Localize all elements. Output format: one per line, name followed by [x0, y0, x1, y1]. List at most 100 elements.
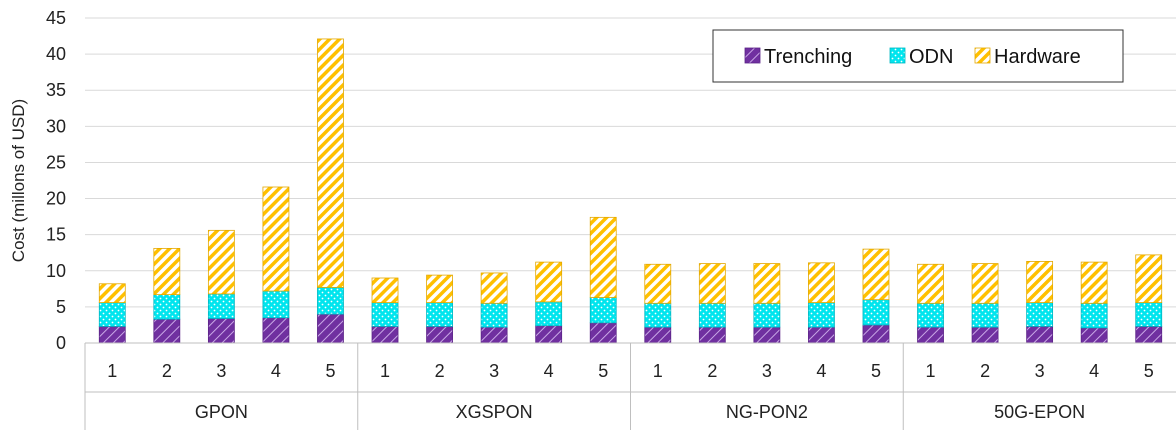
bar-segment-trenching — [1135, 325, 1163, 344]
bar-segment-hardware — [426, 274, 453, 303]
x-tick-label: 1 — [653, 361, 663, 381]
x-tick-label: 1 — [107, 361, 117, 381]
y-tick-label: 25 — [46, 152, 66, 172]
bar-segment-hardware — [644, 263, 672, 304]
x-tick-label: 1 — [380, 361, 390, 381]
bar-segment-odn — [644, 302, 672, 328]
legend-swatch-hardware — [974, 47, 991, 64]
x-tick-label: 5 — [598, 361, 608, 381]
x-axis: 1 2 3 4 5 GPON 1 2 3 4 5 XGSPON 1 2 3 4 5 NG-PON2 1 2 3 4 5 50G… — [84, 342, 1176, 430]
bar-segment-odn — [862, 299, 890, 326]
group-label: XGSPON — [456, 402, 533, 422]
bar-segment-trenching — [698, 326, 726, 344]
x-tick-label: 4 — [271, 361, 281, 381]
y-axis-ticks: 0 5 10 15 20 25 30 35 40 45 — [46, 8, 66, 353]
bar-segment-trenching — [589, 322, 617, 344]
y-tick-label: 35 — [46, 80, 66, 100]
bar-segment-odn — [1026, 302, 1054, 327]
bar-segment-odn — [589, 297, 617, 324]
bar-segment-odn — [698, 302, 726, 328]
x-tick-label: 5 — [1144, 361, 1154, 381]
y-tick-label: 45 — [46, 8, 66, 28]
y-tick-label: 5 — [56, 297, 66, 317]
bar-segment-trenching — [262, 317, 290, 344]
x-tick-label: 2 — [435, 361, 445, 381]
bar-segment-trenching — [971, 326, 999, 344]
bar-segment-trenching — [535, 325, 563, 344]
y-tick-label: 15 — [46, 225, 66, 245]
x-tick-label: 5 — [325, 361, 335, 381]
bar-segment-hardware — [589, 216, 617, 298]
bar-segment-odn — [207, 293, 235, 319]
y-tick-label: 0 — [56, 333, 66, 353]
bar-segment-odn — [917, 302, 944, 328]
group-label: GPON — [195, 402, 248, 422]
bars — [98, 38, 1163, 344]
bar-segment-hardware — [371, 277, 399, 303]
legend-box — [712, 29, 1124, 83]
bar-segment-odn — [262, 290, 290, 319]
bar-segment-hardware — [698, 263, 726, 304]
bar-segment-hardware — [1135, 254, 1163, 303]
y-tick-label: 30 — [46, 116, 66, 136]
group-label: NG-PON2 — [726, 402, 808, 422]
x-tick-label: 4 — [544, 361, 554, 381]
x-tick-label: 1 — [926, 361, 936, 381]
bar-segment-hardware — [480, 272, 508, 304]
group-label: 50G-EPON — [994, 402, 1085, 422]
bar-segment-trenching — [808, 326, 835, 344]
bar-segment-trenching — [317, 313, 344, 344]
x-tick-label: 4 — [1089, 361, 1099, 381]
bar-segment-hardware — [808, 262, 835, 303]
x-tick-label: 3 — [216, 361, 226, 381]
legend-label-hardware: Hardware — [994, 46, 1081, 68]
y-tick-label: 40 — [46, 44, 66, 64]
bar-segment-trenching — [98, 325, 126, 344]
bar-segment-trenching — [1080, 327, 1108, 344]
bar-segment-hardware — [153, 247, 181, 296]
y-tick-label: 10 — [46, 261, 66, 281]
bar-segment-odn — [426, 302, 453, 327]
bar-segment-hardware — [207, 229, 235, 295]
y-axis-title: Cost (millons of USD) — [9, 99, 28, 262]
bar-segment-hardware — [262, 186, 290, 292]
bar-segment-trenching — [426, 325, 453, 344]
bar-segment-trenching — [753, 326, 781, 344]
bar-segment-odn — [753, 302, 781, 328]
bar-segment-trenching — [480, 326, 508, 344]
x-tick-label: 4 — [816, 361, 826, 381]
legend-label-trenching: Trenching — [764, 46, 852, 68]
bar-segment-hardware — [971, 263, 999, 304]
legend-swatch-trenching — [744, 47, 761, 64]
bar-segment-trenching — [862, 324, 890, 344]
legend-label-odn: ODN — [909, 46, 953, 68]
bar-segment-hardware — [1026, 260, 1054, 303]
bar-segment-odn — [153, 294, 181, 320]
bar-segment-trenching — [371, 325, 399, 344]
bar-segment-odn — [1080, 302, 1108, 329]
bar-segment-odn — [1135, 302, 1163, 327]
legend: Trenching ODN Hardware — [712, 29, 1124, 83]
bar-segment-hardware — [98, 283, 126, 303]
bar-segment-odn — [371, 302, 399, 327]
x-tick-label: 3 — [489, 361, 499, 381]
bar-segment-trenching — [1026, 325, 1054, 344]
legend-swatch-odn — [889, 47, 906, 64]
bar-segment-odn — [808, 302, 835, 328]
bar-segment-hardware — [917, 263, 944, 304]
x-tick-label: 3 — [762, 361, 772, 381]
bar-segment-odn — [971, 302, 999, 328]
bar-segment-hardware — [862, 248, 890, 301]
bar-segment-trenching — [153, 318, 181, 344]
bar-segment-trenching — [207, 318, 235, 344]
bar-segment-trenching — [917, 326, 944, 344]
x-tick-label: 2 — [707, 361, 717, 381]
bar-segment-hardware — [317, 38, 344, 288]
bar-segment-odn — [317, 286, 344, 315]
bar-segment-hardware — [535, 261, 563, 303]
x-tick-label: 3 — [1035, 361, 1045, 381]
y-tick-label: 20 — [46, 189, 66, 209]
bar-segment-trenching — [644, 326, 672, 344]
bar-segment-odn — [480, 302, 508, 328]
